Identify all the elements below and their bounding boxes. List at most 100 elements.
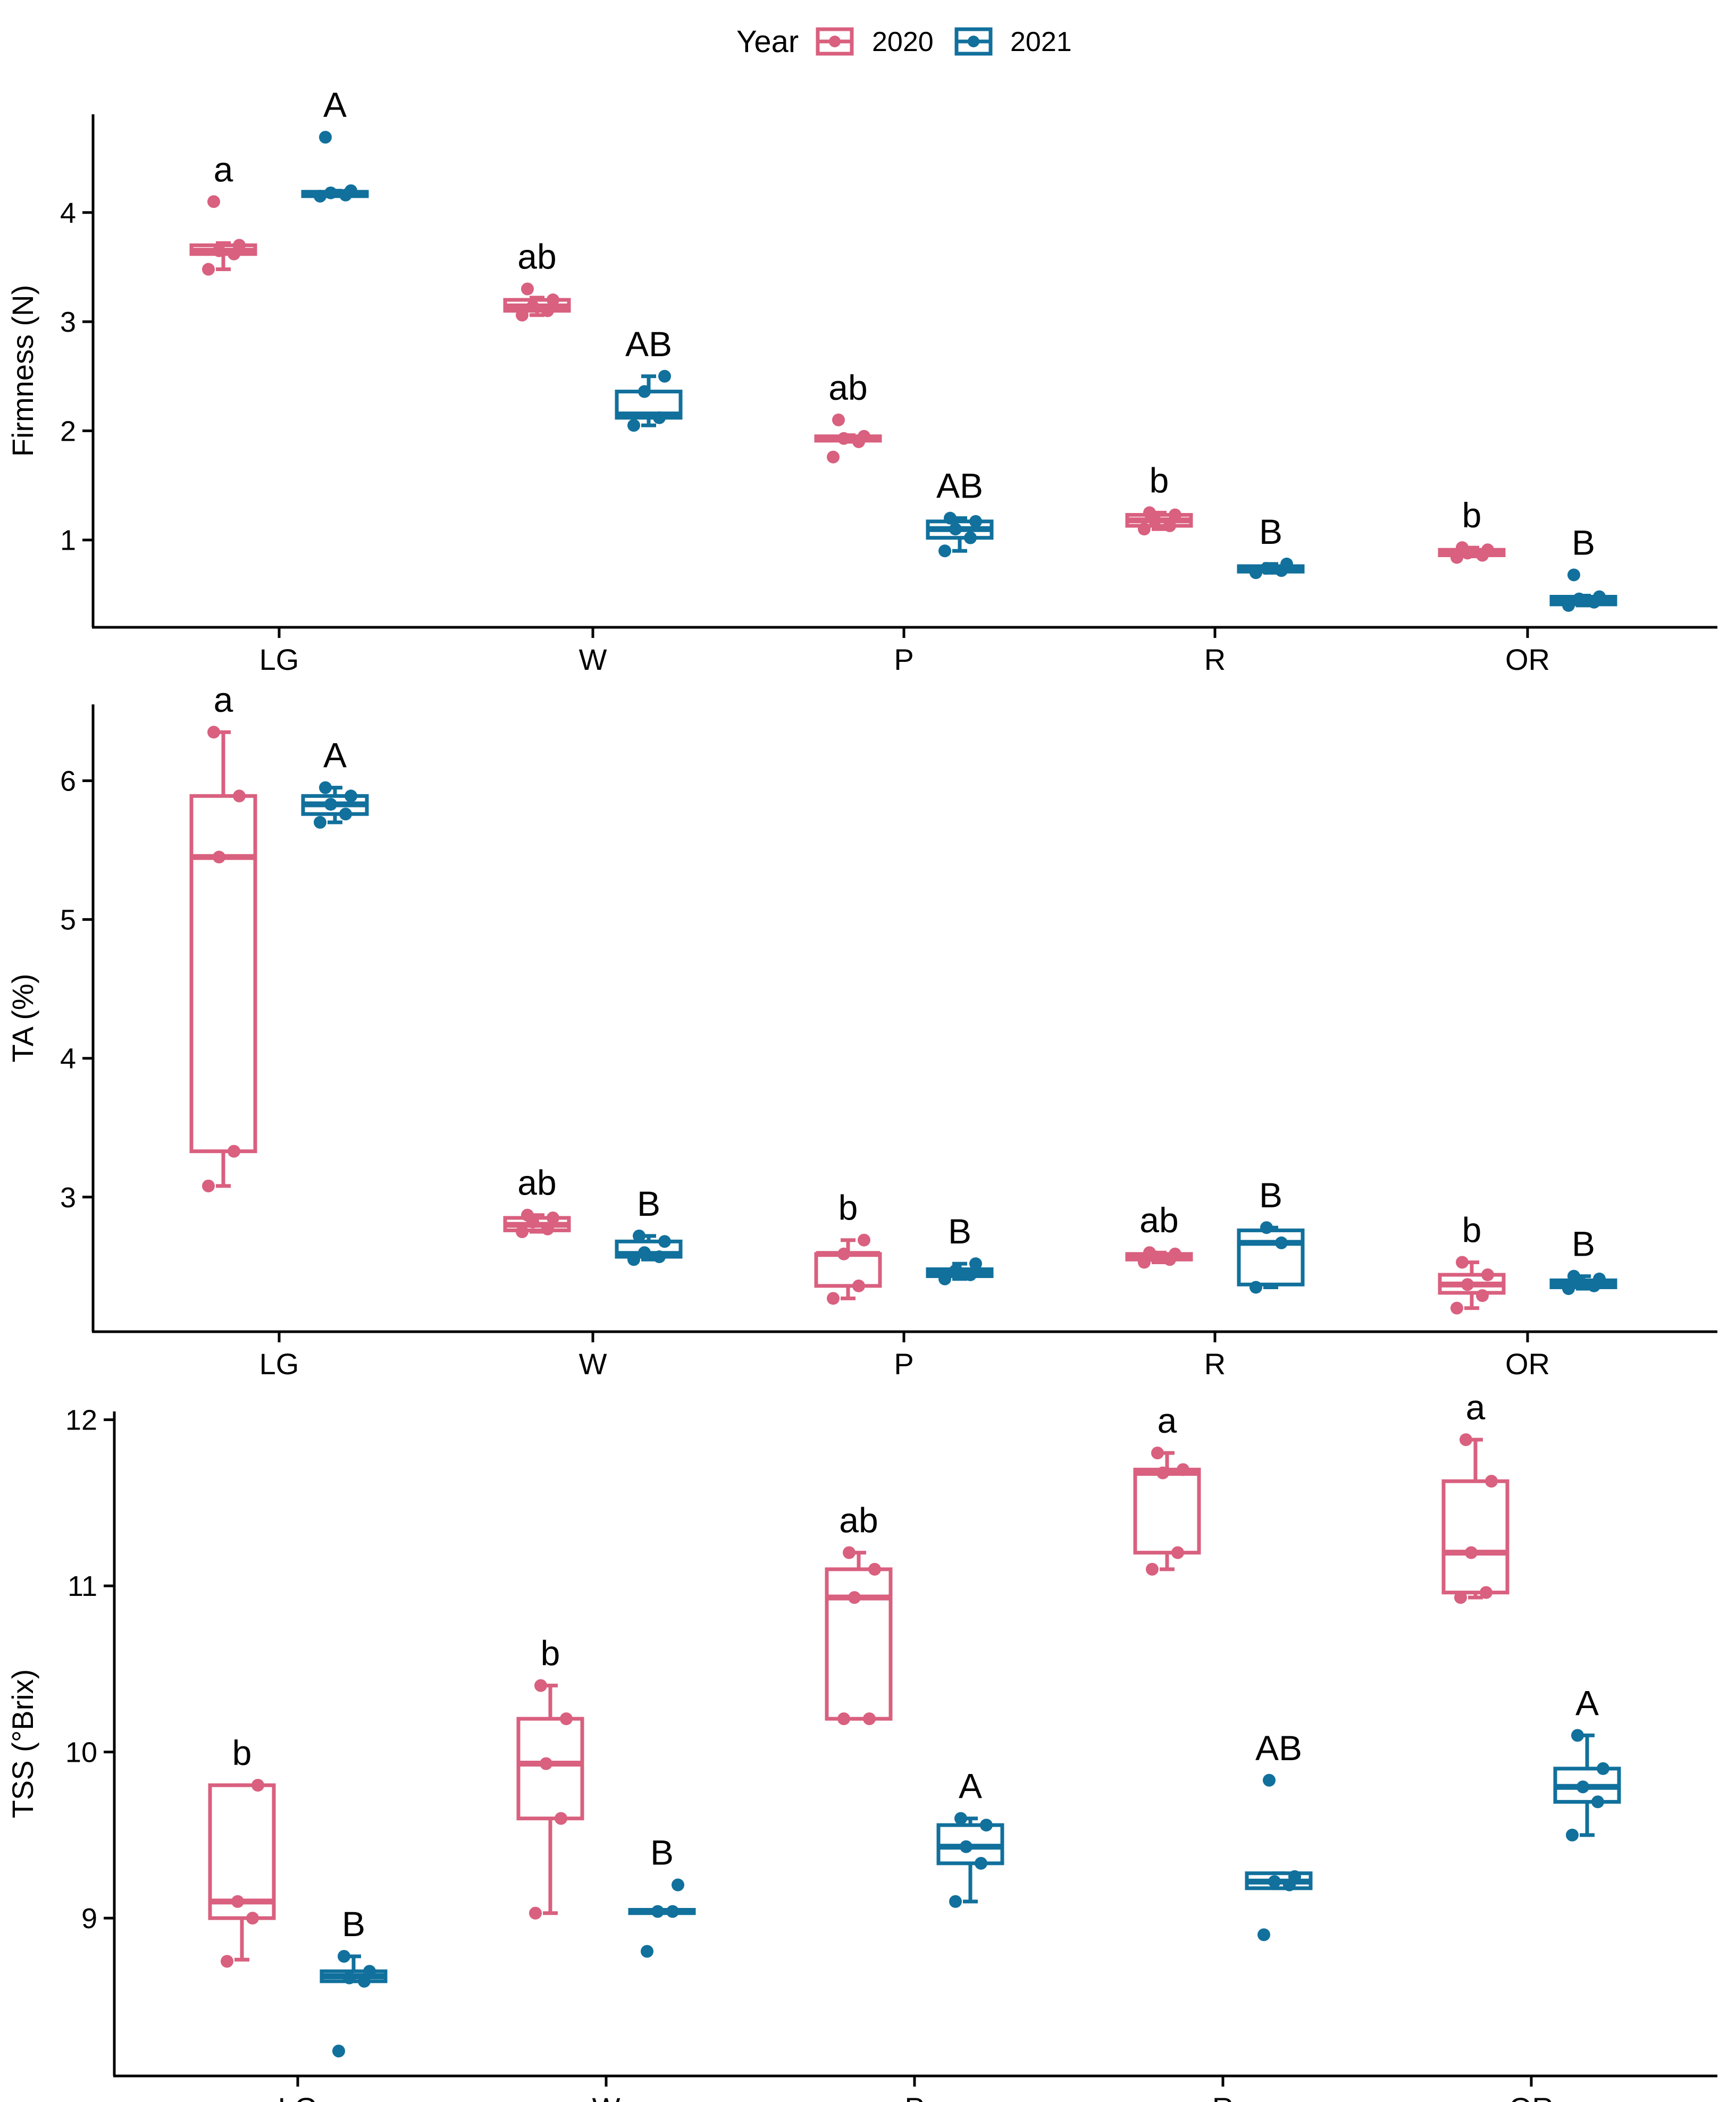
data-point [1481, 543, 1494, 557]
data-point [1280, 557, 1293, 570]
data-point [1573, 592, 1586, 606]
data-point [560, 1712, 573, 1726]
data-point [1249, 566, 1262, 579]
y-tick-label: 4 [60, 1043, 76, 1075]
data-point [1485, 1475, 1498, 1488]
significance-letter: B [1572, 523, 1595, 562]
significance-letter: ab [839, 1501, 878, 1540]
data-point [1171, 1546, 1184, 1559]
box-P-2021: B [926, 1212, 994, 1285]
data-point [1249, 1281, 1262, 1294]
data-point [1260, 562, 1273, 575]
data-point [1461, 1278, 1474, 1291]
box-W-2020: b [516, 1634, 584, 1920]
data-point [547, 1211, 559, 1224]
significance-letter: A [323, 736, 347, 775]
box-body [516, 1717, 584, 1821]
x-tick-label: P [894, 1347, 913, 1381]
legend: Year 2020 2021 [736, 24, 1072, 59]
legend-key-2021: 2021 [954, 27, 1072, 57]
data-point [358, 1974, 371, 1988]
x-tick-label: P [894, 643, 913, 676]
box-W-2021: AB [615, 324, 683, 432]
series-2021: B B A AB A [320, 1683, 1621, 2058]
data-point [964, 1268, 977, 1281]
series-2020: a ab b ab b [189, 680, 1506, 1315]
data-point [1268, 1875, 1281, 1888]
data-point [516, 1225, 529, 1239]
significance-letter: B [650, 1833, 674, 1872]
box-body [189, 794, 257, 1154]
data-point [207, 195, 220, 208]
box-R-2020: b [1125, 460, 1193, 536]
data-point [1460, 1433, 1472, 1447]
data-point [233, 239, 246, 252]
y-tick-label: 6 [60, 766, 76, 797]
significance-letter: B [637, 1184, 660, 1223]
x-tick-label: LG [278, 2091, 318, 2102]
data-point [658, 369, 671, 383]
x-tick-label: R [1212, 2091, 1234, 2102]
series-2021: A B B B B [301, 736, 1617, 1296]
data-point [672, 1878, 684, 1891]
significance-letter: A [1575, 1683, 1599, 1722]
data-point [1476, 1289, 1489, 1302]
x-tick-label: W [592, 2091, 620, 2102]
box-W-2021: B [615, 1184, 683, 1266]
data-point [827, 1292, 840, 1305]
significance-letter: b [541, 1634, 560, 1673]
y-tick-label: 3 [60, 1182, 76, 1214]
y-tick-label: 9 [81, 1903, 97, 1935]
x-tick-label: R [1204, 1347, 1226, 1381]
data-point [1275, 1236, 1288, 1249]
significance-letter: ab [1139, 1200, 1178, 1240]
data-point [228, 1145, 240, 1158]
data-point [1156, 1466, 1169, 1479]
box-P-2021: A [936, 1767, 1004, 1908]
y-tick-label: 4 [60, 197, 76, 229]
significance-letter: b [1462, 1210, 1482, 1249]
data-point [1450, 551, 1463, 564]
box-OR-2021: B [1549, 1224, 1617, 1296]
data-point [540, 1757, 552, 1770]
significance-letter: a [214, 680, 233, 719]
box-LG-2021: B [320, 1904, 388, 2058]
data-point [1151, 1447, 1164, 1460]
significance-letter: a [214, 149, 233, 189]
data-point [1567, 568, 1580, 582]
significance-letter: B [342, 1904, 365, 1944]
legend-label-2021: 2021 [1010, 27, 1072, 57]
data-point [202, 1179, 215, 1192]
data-point [1562, 599, 1575, 612]
data-point [827, 450, 840, 464]
data-point [938, 1272, 951, 1285]
data-point [1597, 1762, 1609, 1775]
data-point [1450, 1301, 1463, 1315]
data-point [627, 1253, 640, 1266]
panel-1: 1 2 3 4 Firmness (N) LG W P R OR a ab ab b b A AB AB B B [6, 85, 1717, 676]
data-point [1456, 541, 1469, 554]
data-point [233, 789, 246, 803]
x-tick-label: R [1204, 643, 1226, 676]
y-axis-title: Firmness (N) [6, 285, 39, 457]
data-point [1593, 1272, 1606, 1285]
legend-swatch-2021-point [968, 36, 979, 47]
data-point [1138, 523, 1151, 536]
box-OR-2020: b [1438, 495, 1506, 564]
data-point [521, 282, 534, 296]
box-P-2020: ab [814, 368, 882, 464]
significance-letter: a [1466, 1388, 1486, 1427]
box-R-2021: AB [1245, 1728, 1313, 1941]
data-point [964, 531, 977, 544]
data-point [213, 851, 225, 864]
data-point [363, 1965, 376, 1978]
data-point [651, 1905, 664, 1918]
data-point [843, 1546, 856, 1559]
data-point [1571, 1729, 1584, 1742]
box-LG-2021: A [301, 85, 369, 203]
data-point [339, 808, 352, 821]
data-point [837, 1247, 850, 1260]
box-W-2020: ab [503, 237, 571, 322]
data-point [858, 430, 870, 443]
